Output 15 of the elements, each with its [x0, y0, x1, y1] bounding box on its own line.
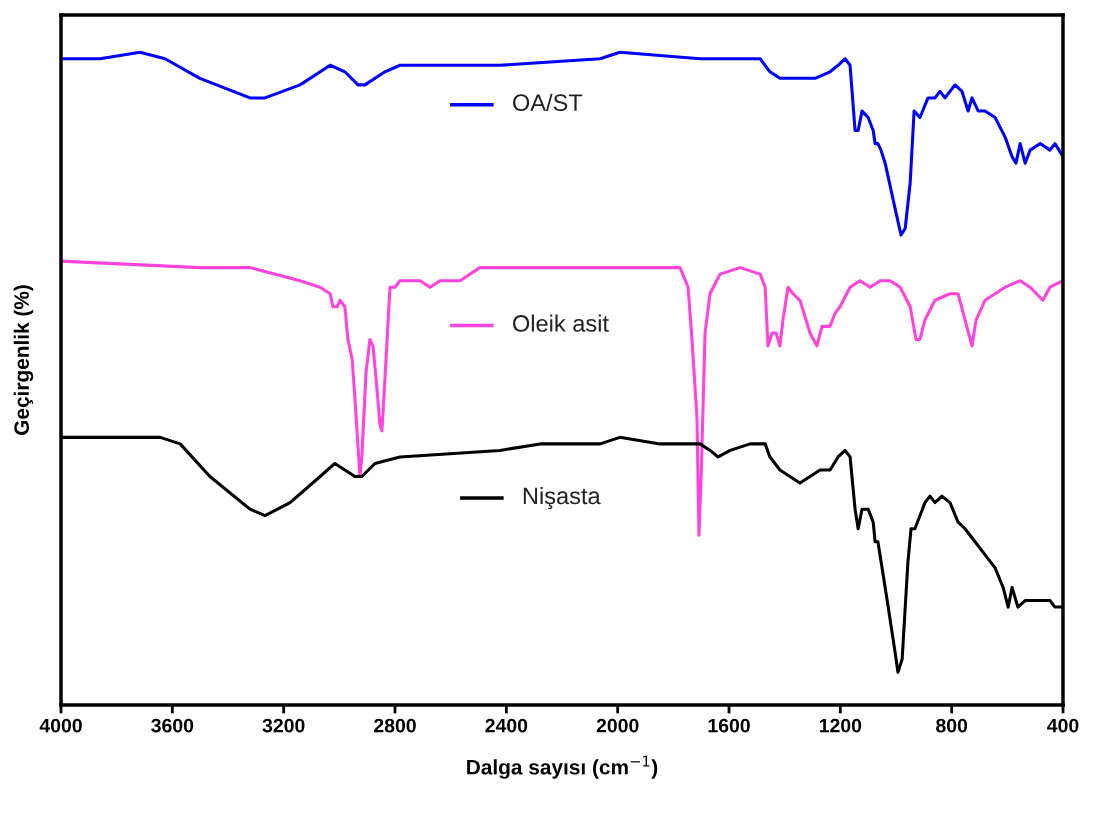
- x-tick-label: 800: [936, 718, 968, 733]
- x-tick-label: 1600: [708, 718, 750, 733]
- x-axis-title: Dalga sayısı (cm$^{−1}$): [467, 755, 658, 779]
- legend-label: Oleik asit: [513, 314, 609, 332]
- x-tick-label: 3600: [151, 718, 194, 733]
- x-tick-label: 3200: [262, 718, 305, 733]
- x-tick-label: 2800: [374, 718, 416, 733]
- x-tick-label: 1200: [819, 718, 862, 733]
- legend-label: OA/ST: [513, 93, 583, 112]
- y-axis-title: Geçirgenlik (%): [13, 285, 34, 435]
- x-tick-label: 4000: [39, 718, 82, 733]
- legend-label: Nişasta: [523, 486, 601, 510]
- x-tick-label: 400: [1047, 718, 1079, 733]
- x-tick-label: 2400: [485, 718, 528, 733]
- x-tick-label: 2000: [596, 718, 639, 733]
